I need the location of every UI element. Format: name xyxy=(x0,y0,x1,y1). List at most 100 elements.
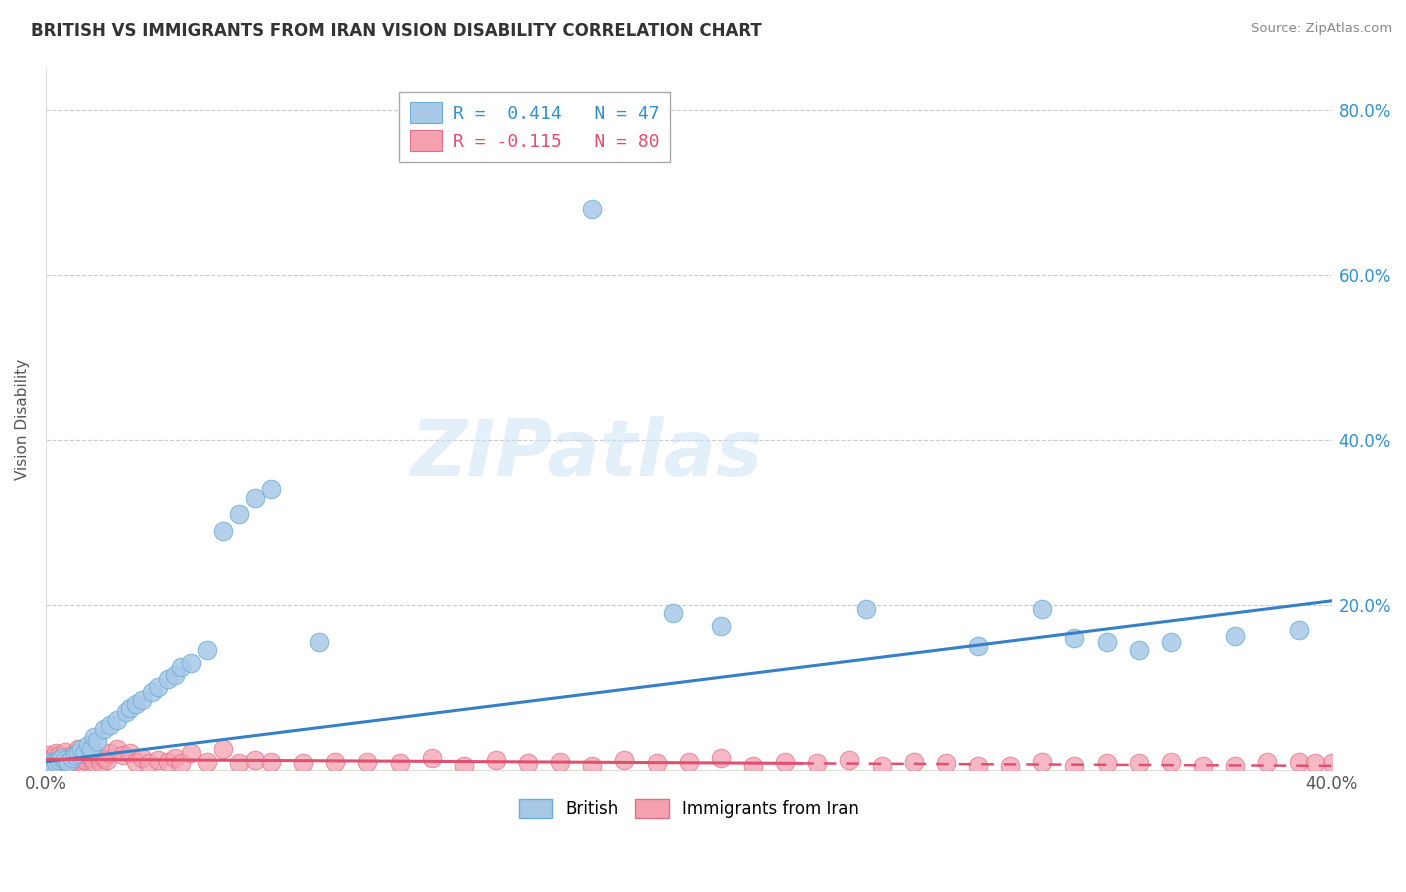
Point xyxy=(678,755,700,769)
Point xyxy=(1160,755,1182,769)
Point xyxy=(83,755,105,769)
Point xyxy=(53,745,76,759)
Point xyxy=(170,660,193,674)
Point xyxy=(170,756,193,771)
Point xyxy=(38,748,60,763)
Point xyxy=(41,750,63,764)
Point xyxy=(125,697,148,711)
Point xyxy=(76,748,98,763)
Point xyxy=(93,722,115,736)
Point xyxy=(1095,756,1118,771)
Point xyxy=(48,748,70,763)
Point xyxy=(53,753,76,767)
Point xyxy=(195,755,218,769)
Point xyxy=(710,618,733,632)
Point xyxy=(80,750,103,764)
Point xyxy=(70,755,93,769)
Point xyxy=(45,755,67,769)
Point xyxy=(93,750,115,764)
Point xyxy=(645,756,668,771)
Point xyxy=(148,681,170,695)
Point xyxy=(86,734,108,748)
Point xyxy=(195,643,218,657)
Point xyxy=(485,753,508,767)
Point xyxy=(1320,756,1343,771)
Point xyxy=(388,756,411,771)
Point xyxy=(76,738,98,752)
Point xyxy=(58,750,80,764)
Point xyxy=(67,747,90,761)
Point xyxy=(38,755,60,769)
Point xyxy=(228,507,250,521)
Point xyxy=(80,742,103,756)
Point xyxy=(180,747,202,761)
Point xyxy=(661,606,683,620)
Point xyxy=(157,755,180,769)
Point xyxy=(98,717,121,731)
Point xyxy=(90,756,112,771)
Point xyxy=(73,753,96,767)
Point xyxy=(243,491,266,505)
Point xyxy=(73,745,96,759)
Point xyxy=(38,755,60,769)
Legend: British, Immigrants from Iran: British, Immigrants from Iran xyxy=(512,792,866,825)
Point xyxy=(998,759,1021,773)
Point xyxy=(292,756,315,771)
Point xyxy=(323,755,346,769)
Point xyxy=(58,755,80,769)
Point xyxy=(356,755,378,769)
Point xyxy=(60,756,83,771)
Point xyxy=(105,742,128,756)
Point xyxy=(98,747,121,761)
Point xyxy=(1223,629,1246,643)
Point xyxy=(180,656,202,670)
Point xyxy=(228,756,250,771)
Point xyxy=(63,758,86,772)
Point xyxy=(742,759,765,773)
Point xyxy=(1305,756,1327,771)
Point xyxy=(138,756,160,771)
Point xyxy=(70,742,93,756)
Point xyxy=(420,750,443,764)
Point xyxy=(903,755,925,769)
Point xyxy=(967,759,990,773)
Point xyxy=(581,759,603,773)
Point xyxy=(51,750,73,764)
Point xyxy=(60,748,83,763)
Point xyxy=(548,755,571,769)
Point xyxy=(45,747,67,761)
Point xyxy=(53,753,76,767)
Point xyxy=(1095,635,1118,649)
Point xyxy=(86,748,108,763)
Point xyxy=(115,705,138,719)
Point xyxy=(125,755,148,769)
Point xyxy=(773,755,796,769)
Point xyxy=(211,524,233,538)
Point xyxy=(63,753,86,767)
Point xyxy=(60,750,83,764)
Point xyxy=(211,742,233,756)
Point xyxy=(260,755,283,769)
Point xyxy=(581,202,603,216)
Point xyxy=(96,753,118,767)
Point xyxy=(83,730,105,744)
Text: Source: ZipAtlas.com: Source: ZipAtlas.com xyxy=(1251,22,1392,36)
Point xyxy=(613,753,636,767)
Point xyxy=(260,483,283,497)
Point xyxy=(855,602,877,616)
Point xyxy=(1128,643,1150,657)
Point xyxy=(870,759,893,773)
Point xyxy=(935,756,957,771)
Text: BRITISH VS IMMIGRANTS FROM IRAN VISION DISABILITY CORRELATION CHART: BRITISH VS IMMIGRANTS FROM IRAN VISION D… xyxy=(31,22,762,40)
Point xyxy=(1128,756,1150,771)
Point xyxy=(1192,759,1215,773)
Point xyxy=(308,635,330,649)
Point xyxy=(710,750,733,764)
Point xyxy=(112,748,135,763)
Point xyxy=(45,753,67,767)
Point xyxy=(51,750,73,764)
Text: ZIPatlas: ZIPatlas xyxy=(409,417,762,492)
Point xyxy=(967,639,990,653)
Point xyxy=(41,756,63,771)
Point xyxy=(105,714,128,728)
